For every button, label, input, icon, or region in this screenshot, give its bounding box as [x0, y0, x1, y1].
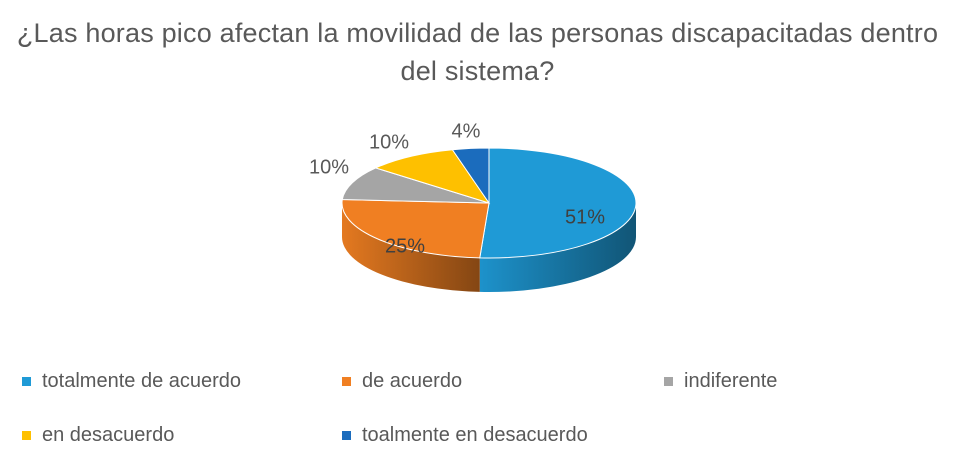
legend-item-toalmente-en-desacuerdo: toalmente en desacuerdo	[342, 424, 588, 447]
slice-side-1	[342, 203, 480, 292]
chart-title: ¿Las horas pico afectan la movilidad de …	[16, 18, 939, 86]
legend-label: indiferente	[684, 370, 778, 392]
legend-label: de acuerdo	[362, 370, 463, 392]
legend-item-totalmente-de-acuerdo: totalmente de acuerdo	[22, 370, 241, 393]
pie-slice-indiferente	[341, 167, 490, 204]
slice-side-0	[479, 203, 636, 292]
legend-swatch-icon	[342, 431, 351, 440]
legend-swatch-icon	[22, 377, 31, 386]
legend-label: totalmente de acuerdo	[42, 370, 242, 392]
legend-swatch-icon	[22, 431, 31, 440]
legend-swatch-icon	[342, 377, 351, 386]
legend-label: toalmente en desacuerdo	[362, 424, 588, 446]
legend-item-en-desacuerdo: en desacuerdo	[22, 424, 174, 447]
legend-label: en desacuerdo	[42, 424, 175, 446]
data-label-0: 51%	[565, 206, 605, 228]
legend-swatch-icon	[664, 377, 673, 386]
data-label-4: 4%	[452, 120, 481, 142]
pie-slice-de-acuerdo	[341, 199, 490, 259]
data-label-2: 10%	[309, 156, 349, 178]
legend-item-indiferente: indiferente	[664, 370, 777, 393]
pie-slice-totalmente-de-acuerdo	[479, 147, 637, 259]
pie-slice-toalmente-en-desacuerdo	[451, 147, 490, 205]
data-label-3: 10%	[369, 131, 409, 153]
data-label-1: 25%	[385, 235, 425, 257]
legend-item-de-acuerdo: de acuerdo	[342, 370, 462, 393]
pie-slice-en-desacuerdo	[374, 149, 491, 204]
